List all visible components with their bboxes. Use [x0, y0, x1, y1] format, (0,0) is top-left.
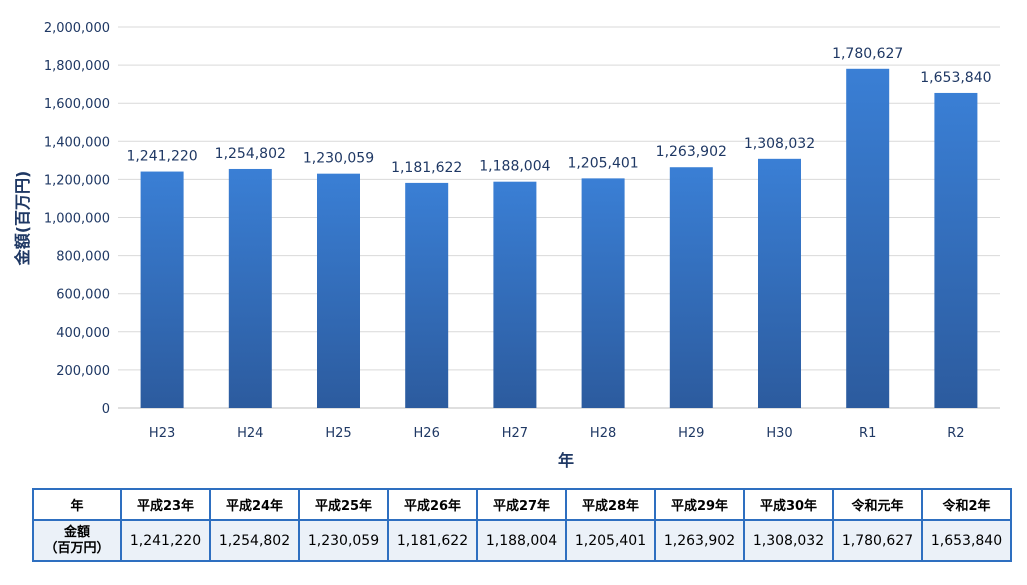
table-header-cell: 平成26年 — [387, 488, 478, 521]
data-label: 1,780,627 — [832, 46, 903, 62]
y-tick-label: 400,000 — [56, 326, 110, 341]
table-header-cell: 平成23年 — [120, 488, 211, 521]
data-label: 1,181,622 — [391, 160, 462, 176]
data-label: 1,205,401 — [567, 155, 638, 171]
table-value-cell: 1,181,622 — [387, 519, 478, 562]
data-table: 年 平成23年 平成24年 平成25年 平成26年 平成27年 平成28年 平成29年 平成3… — [32, 488, 1012, 562]
data-label: 1,241,220 — [126, 149, 197, 165]
table-header-cell: 平成29年 — [654, 488, 745, 521]
data-label: 1,254,802 — [215, 146, 286, 162]
table-header-row: 年 平成23年 平成24年 平成25年 平成26年 平成27年 平成28年 平成29年 平成3… — [32, 488, 1012, 521]
bars — [140, 68, 978, 408]
y-tick-label: 200,000 — [56, 364, 110, 379]
x-tick-label: H24 — [237, 426, 263, 441]
table-value-cell: 1,205,401 — [565, 519, 656, 562]
bar-H24 — [228, 168, 272, 408]
bar-H26 — [405, 182, 449, 408]
data-labels: 1,241,220 1,254,802 1,230,059 1,181,622 1,18… — [126, 46, 991, 176]
bar-H25 — [317, 173, 360, 408]
y-tick-label: 800,000 — [56, 250, 110, 265]
table-header-cell: 平成30年 — [743, 488, 834, 521]
data-label: 1,230,059 — [303, 151, 374, 167]
y-tick-label: 1,000,000 — [44, 212, 110, 227]
x-tick-label: H25 — [325, 426, 351, 441]
table-value-cell: 1,254,802 — [209, 519, 300, 562]
y-axis-title: 金額(百万円) — [13, 171, 32, 267]
x-tick-label: H28 — [590, 426, 616, 441]
table-value-row: 金額 （百万円） 1,241,220 1,254,802 1,230,059 1,18… — [32, 519, 1012, 562]
bar-R2 — [934, 92, 978, 408]
bar-R1 — [846, 68, 890, 408]
x-tick-label: H23 — [149, 426, 175, 441]
table-value-cell: 1,653,840 — [921, 519, 1012, 562]
y-tick-label: 1,200,000 — [44, 173, 110, 188]
x-tick-label: H27 — [502, 426, 528, 441]
bar-H30 — [758, 158, 801, 408]
row-label-unit: （百万円） — [44, 540, 110, 556]
bar-chart: 0 200,000 400,000 600,000 800,000 1,000,000 1,… — [13, 21, 1000, 470]
data-label: 1,308,032 — [744, 136, 815, 152]
x-axis-title: 年 — [558, 451, 574, 470]
y-tick-label: 1,400,000 — [44, 135, 110, 150]
y-axis-ticks: 0 200,000 400,000 600,000 800,000 1,000,000 1,… — [44, 21, 110, 417]
table-header-cell: 平成24年 — [209, 488, 300, 521]
data-label: 1,188,004 — [479, 159, 550, 175]
table-header-cell: 令和元年 — [832, 488, 923, 521]
table-header-cell: 平成25年 — [298, 488, 389, 521]
table-header-cell: 令和2年 — [921, 488, 1012, 521]
table-header-year: 年 — [32, 488, 122, 521]
y-tick-label: 1,600,000 — [44, 97, 110, 112]
table-value-cell: 1,263,902 — [654, 519, 745, 562]
bar-H29 — [669, 167, 713, 408]
bar-H27 — [493, 181, 537, 408]
table-value-cell: 1,188,004 — [476, 519, 567, 562]
x-tick-label: H29 — [678, 426, 704, 441]
table-value-cell: 1,241,220 — [120, 519, 211, 562]
y-tick-label: 0 — [102, 402, 110, 417]
bar-H23 — [140, 171, 184, 408]
row-label-amount: 金額 — [63, 524, 90, 540]
table-value-cell: 1,308,032 — [743, 519, 834, 562]
table-value-cell: 1,780,627 — [832, 519, 923, 562]
table-header-cell: 平成27年 — [476, 488, 567, 521]
x-tick-label: R2 — [947, 426, 964, 441]
data-label: 1,263,902 — [656, 144, 727, 160]
x-axis-ticks: H23 H24 H25 H26 H27 H28 H29 H30 R1 R2 — [149, 426, 965, 441]
x-tick-label: R1 — [859, 426, 876, 441]
table-value-cell: 1,230,059 — [298, 519, 389, 562]
x-tick-label: H30 — [766, 426, 792, 441]
data-label: 1,653,840 — [920, 70, 991, 86]
x-tick-label: H26 — [414, 426, 440, 441]
bar-H28 — [581, 178, 625, 408]
y-tick-label: 600,000 — [56, 288, 110, 303]
table-header-cell: 平成28年 — [565, 488, 656, 521]
table-row-label: 金額 （百万円） — [32, 519, 122, 562]
y-tick-label: 1,800,000 — [44, 59, 110, 74]
y-tick-label: 2,000,000 — [44, 21, 110, 36]
